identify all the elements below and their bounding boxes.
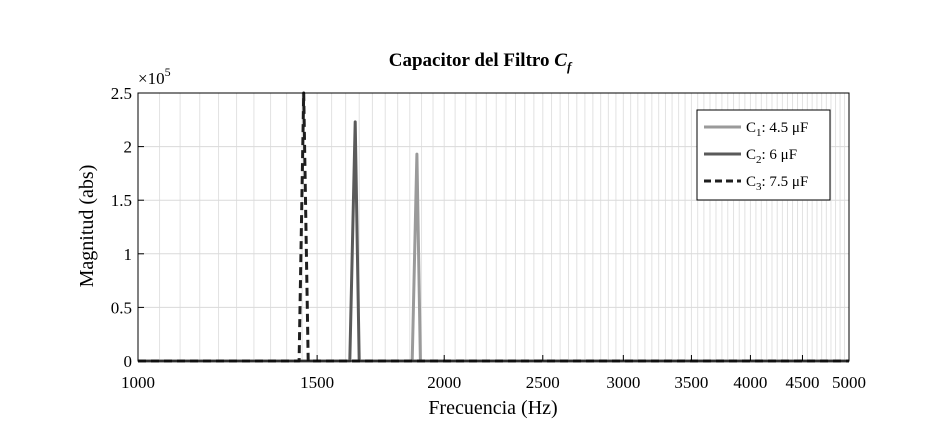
legend-label-3: C3: 7.5 μF [746,174,808,193]
x-tick-label: 4000 [733,373,767,392]
y-axis-label: Magnitud (abs) [76,165,98,288]
x-tick-label: 2500 [526,373,560,392]
x-tick-label: 3000 [606,373,640,392]
chart-title: Capacitor del Filtro Cf [389,50,573,74]
x-tick-label: 1500 [300,373,334,392]
plot-frame [137,92,850,362]
axis-ticks: 1000 1500 2000 2500 3000 3500 4000 4500 5000 0 0.5… [111,84,866,392]
y-tick-label: 0 [124,352,133,371]
y-tick-label: 1 [124,245,133,264]
x-tick-label: 4500 [785,373,819,392]
y-tick-label: 0.5 [111,298,132,317]
legend-label-2: C2: 6 μF [746,147,797,166]
x-tick-label: 3500 [674,373,708,392]
y-tick-label: 1.5 [111,191,132,210]
y-multiplier: ×105 [138,65,171,88]
y-tick-label: 2 [124,138,133,157]
x-tick-label: 2000 [427,373,461,392]
x-tick-label: 1000 [121,373,155,392]
y-tick-label: 2.5 [111,84,132,103]
legend-label-1: C1: 4.5 μF [746,120,808,139]
legend: C1: 4.5 μF C2: 6 μF C3: 7.5 μF [696,109,831,201]
x-axis-label: Frecuencia (Hz) [428,397,557,419]
x-tick-label: 5000 [832,373,866,392]
